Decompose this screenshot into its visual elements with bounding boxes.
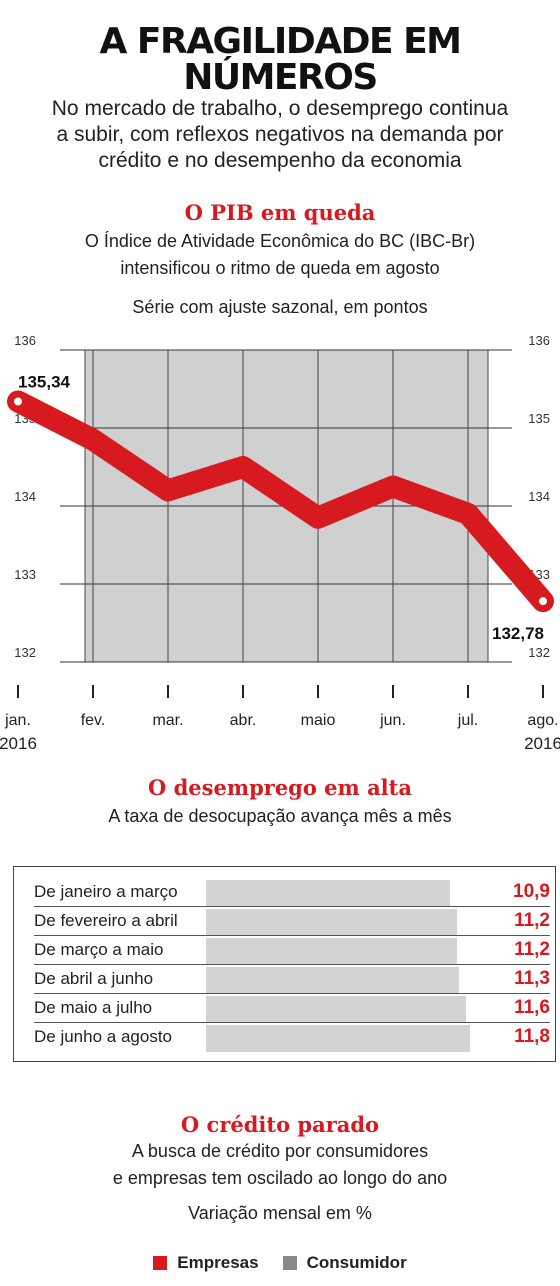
data-point bbox=[466, 512, 470, 516]
y-tick-label-left: 136 bbox=[14, 333, 36, 348]
table-row: De março a maio 11,2 bbox=[34, 936, 550, 965]
x-tick-label: jan. bbox=[4, 712, 31, 729]
pib-unit: Série com ajuste sazonal, em pontos bbox=[132, 297, 428, 317]
value-label: 11,2 bbox=[514, 939, 550, 960]
desemprego-title: O desemprego em alta bbox=[148, 775, 412, 800]
credito-title: O crédito parado bbox=[180, 1112, 380, 1137]
legend-item: Empresas bbox=[153, 1253, 259, 1273]
pib-title: O PIB em queda bbox=[184, 200, 376, 225]
table-row: De abril a junho 11,3 bbox=[34, 965, 550, 994]
row-divider bbox=[34, 993, 550, 994]
headline: A FRAGILIDADE EM NÚMEROS bbox=[0, 24, 560, 96]
value-label: 11,3 bbox=[514, 968, 550, 989]
x-tick-label: mar. bbox=[152, 712, 183, 729]
y-tick-label-right: 136 bbox=[528, 333, 550, 348]
value-label: 11,6 bbox=[514, 997, 550, 1018]
row-label: De maio a julho bbox=[34, 998, 153, 1017]
y-tick-label-left: 134 bbox=[14, 489, 36, 504]
table-row: De fevereiro a abril 11,2 bbox=[34, 907, 550, 936]
lead-line-2: a subir, com reflexos negativos na deman… bbox=[56, 123, 504, 146]
bar bbox=[206, 1025, 470, 1052]
y-tick-label-right: 135 bbox=[528, 411, 550, 426]
row-label: De junho a agosto bbox=[34, 1027, 172, 1046]
x-tick-label: ago. bbox=[527, 712, 558, 729]
y-tick-label-left: 133 bbox=[14, 567, 36, 582]
credito-legend: Empresas Consumidor bbox=[0, 1253, 560, 1275]
y-tick-label-right: 132 bbox=[528, 645, 550, 660]
x-tick-label: jul. bbox=[457, 712, 478, 729]
data-label: 135,34 bbox=[18, 372, 71, 391]
row-divider bbox=[34, 906, 550, 907]
legend-swatch bbox=[282, 1256, 297, 1270]
annotation-marker bbox=[14, 397, 22, 406]
headline-line-1: A FRAGILIDADE EM bbox=[99, 21, 462, 62]
table-row: De maio a julho 11,6 bbox=[34, 994, 550, 1023]
x-tick-label: jun. bbox=[379, 712, 406, 729]
lead-text: No mercado de trabalho, o desemprego con… bbox=[0, 96, 560, 174]
row-label: De abril a junho bbox=[34, 969, 154, 988]
row-label: De fevereiro a abril bbox=[34, 911, 178, 930]
x-tick-sublabel: 2016 bbox=[0, 734, 37, 753]
desemprego-subtitle: A taxa de desocupação avança mês a mês bbox=[108, 806, 452, 826]
value-label: 11,8 bbox=[514, 1026, 550, 1047]
x-tick-label: fev. bbox=[81, 712, 106, 729]
pib-subtitle: O Índice de Atividade Econômica do BC (I… bbox=[0, 228, 560, 282]
bar bbox=[206, 880, 450, 907]
credito-subtitle-line-1: A busca de crédito por consumidores bbox=[131, 1141, 429, 1161]
value-label: 10,9 bbox=[513, 881, 550, 902]
bar bbox=[206, 967, 459, 994]
legend-label: Empresas bbox=[177, 1253, 259, 1272]
credito-subtitle: A busca de crédito por consumidores e em… bbox=[0, 1138, 560, 1192]
bar bbox=[206, 996, 466, 1023]
pib-subtitle-line-2: intensificou o ritmo de queda em agosto bbox=[120, 258, 440, 278]
lead-line-1: No mercado de trabalho, o desemprego con… bbox=[51, 97, 509, 120]
legend-label: Consumidor bbox=[306, 1253, 407, 1272]
data-point bbox=[391, 485, 395, 488]
headline-line-2: NÚMEROS bbox=[183, 57, 378, 98]
row-divider bbox=[34, 1022, 550, 1023]
data-point bbox=[241, 465, 245, 469]
data-point bbox=[166, 488, 170, 492]
x-tick-label: maio bbox=[301, 712, 336, 729]
bar bbox=[206, 909, 457, 936]
credito-subtitle-line-2: e empresas tem oscilado ao longo do ano bbox=[112, 1168, 448, 1188]
data-point bbox=[91, 438, 95, 442]
table-row: De junho a agosto 11,8 bbox=[34, 1023, 550, 1052]
y-tick-label-left: 132 bbox=[14, 645, 36, 660]
bar bbox=[206, 938, 457, 965]
data-point bbox=[316, 516, 320, 520]
table-row: De janeiro a março 10,9 bbox=[34, 878, 550, 907]
legend-item: Consumidor bbox=[282, 1253, 407, 1273]
annotation-marker bbox=[539, 597, 547, 606]
lead-line-3: crédito e no desempenho da economia bbox=[98, 149, 462, 172]
desemprego-table: De janeiro a março 10,9 De fevereiro a abr… bbox=[13, 866, 556, 1062]
y-tick-label-right: 134 bbox=[528, 489, 550, 504]
row-divider bbox=[34, 964, 550, 965]
legend-swatch bbox=[153, 1256, 168, 1270]
row-label: De janeiro a março bbox=[34, 882, 178, 901]
row-label: De março a maio bbox=[34, 940, 164, 959]
series-line bbox=[7, 390, 554, 613]
pib-subtitle-line-1: O Índice de Atividade Econômica do BC (I… bbox=[84, 231, 476, 251]
value-label: 11,2 bbox=[514, 910, 550, 931]
x-tick-label: abr. bbox=[230, 712, 257, 729]
x-tick-sublabel: 2016 bbox=[524, 734, 560, 753]
row-divider bbox=[34, 935, 550, 936]
credito-unit: Variação mensal em % bbox=[188, 1203, 372, 1223]
data-label: 132,78 bbox=[492, 624, 544, 643]
